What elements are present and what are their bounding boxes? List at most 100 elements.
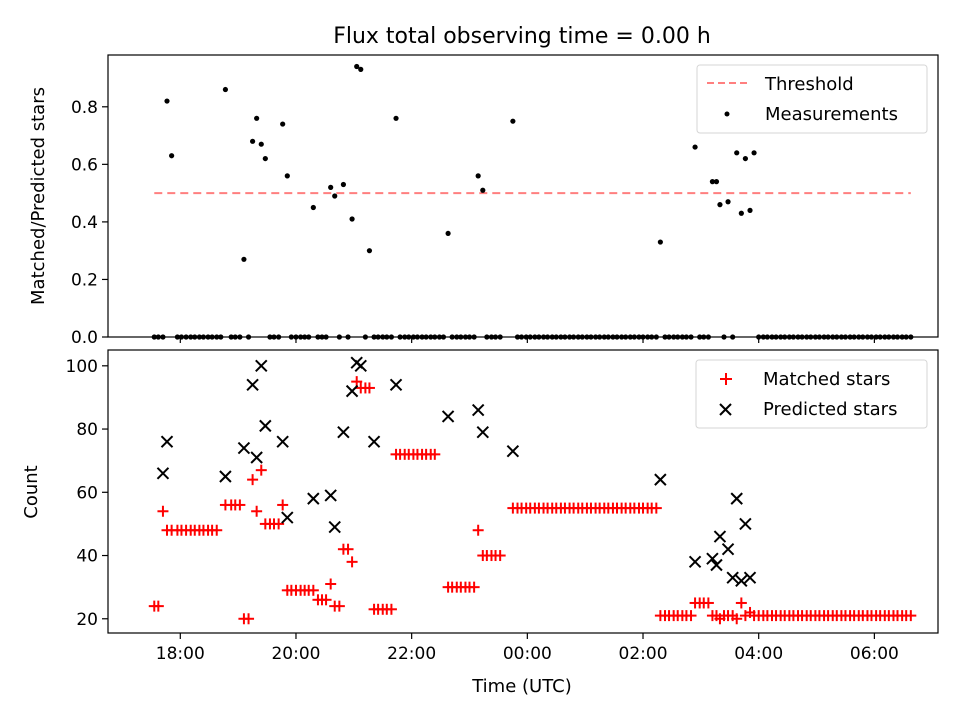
measurement-point [222,86,229,93]
measurement-point [725,199,731,205]
y-tick-label: 100 [66,357,98,377]
matched-star-point [731,613,743,625]
legend-measurements-label: Measurements [765,104,898,125]
matched-star-point [157,505,169,517]
predicted-star-point [246,378,259,391]
matched-star-point [251,505,263,517]
matched-star-point [702,597,714,609]
predicted-star-point [281,511,294,524]
legend-matched-label: Matched stars [763,369,890,390]
measurement-point [510,118,516,124]
bottom-x-axis: 18:00 20:00 22:00 00:00 02:00 04:00 06:00 [156,633,899,664]
x-tick-label: 02:00 [619,644,668,664]
measurement-point [262,155,268,162]
measurement-point [280,121,286,127]
measurement-point [254,115,260,121]
measurement-point [241,256,247,262]
matched-star-point [342,543,354,555]
matched-star-point [385,603,397,615]
y-tick-label: 0.2 [71,270,98,290]
matched-star-point [905,610,917,622]
x-tick-label: 20:00 [271,644,320,664]
predicted-star-point [713,530,727,543]
predicted-star-point [688,555,702,569]
matched-star-point [273,518,285,530]
bottom-legend-box [695,359,928,429]
measurement-point [738,210,744,216]
y-tick-label: 80 [76,420,98,440]
matched-star-point [650,502,662,514]
predicted-star-point [250,451,263,464]
predicted-star-point [160,435,174,448]
bottom-panel: 20 40 60 80 100 18:00 20:00 22:00 00:00 02:00 04:… [21,349,939,697]
predicted-star-point [721,542,735,556]
predicted-star-point [471,403,485,417]
y-tick-label: 0.6 [71,155,98,175]
matched-star-point [346,556,358,568]
x-tick-label: 22:00 [387,644,436,664]
measurement-point [657,239,663,245]
matched-star-point [243,613,255,625]
matched-star-point [468,581,480,593]
legend-predicted-label: Predicted stars [763,399,897,420]
measurement-point [751,150,757,156]
matched-star-point [333,600,345,612]
predicted-star-point [441,410,455,423]
predicted-star-point [259,419,272,433]
bottom-legend: Matched stars Predicted stars [695,359,928,429]
measurement-point [349,216,355,222]
predicted-star-point [730,492,743,505]
top-y-axis-label: Matched/Predicted stars [28,87,49,305]
measurement-point [747,207,753,213]
top-legend-box [696,64,928,134]
matched-star-point [211,524,223,536]
top-panel: 0.00.20.40.60.8 Matched/Predicted stars … [28,54,939,348]
matched-star-point [307,584,319,596]
predicted-star-point [476,426,490,439]
matched-star-point [152,600,164,612]
matched-star-point [325,578,337,590]
predicted-star-point [743,571,757,584]
predicted-star-point [654,473,667,486]
bottom-axes-frame [107,349,939,634]
bottom-y-axis-label: Count [21,465,42,518]
matched-star-point [320,594,332,606]
y-tick-label: 0.0 [71,328,98,348]
bottom-plot-area [148,356,917,625]
predicted-star-point [219,470,232,483]
measurement-point [366,248,373,254]
bottom-y-axis: 20 40 60 80 100 [66,357,108,630]
matched-star-point [429,448,441,460]
measurement-point [393,115,399,121]
predicted-star-point [354,359,367,373]
predicted-star-point [156,467,170,480]
measurement-point [480,187,486,193]
measurement-point [358,66,364,72]
measurement-point [249,138,256,144]
measurement-point [354,63,360,70]
y-tick-label: 20 [76,610,98,630]
legend-threshold-label: Threshold [764,74,854,95]
y-tick-label: 0.8 [71,98,98,118]
measurement-point [340,181,347,188]
predicted-star-point [367,435,381,448]
measurement-point [328,184,334,190]
matched-star-point [234,499,246,511]
x-tick-label: 00:00 [503,644,552,664]
measurement-point [692,144,698,150]
predicted-star-point [506,444,520,458]
matched-star-point [685,610,697,622]
legend-matched-swatch [720,373,732,385]
measurement-point [717,202,723,208]
matched-star-point [494,550,506,562]
measurement-point [445,230,451,237]
matched-star-point [247,474,259,486]
predicted-star-point [710,558,723,572]
x-tick-label: 06:00 [850,644,899,664]
measurement-point [164,98,170,104]
matched-star-point [472,524,484,536]
measurement-point [284,173,290,179]
predicted-star-point [345,384,359,398]
measurement-point [258,141,264,147]
